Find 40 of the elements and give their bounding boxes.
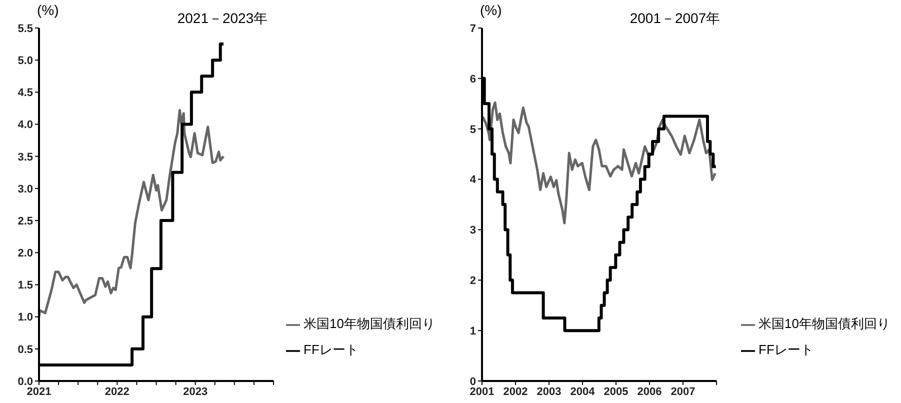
- chart-title: 2001－2007年: [630, 10, 720, 26]
- y-tick-label: 3.0: [18, 183, 33, 196]
- x-tick-label: 2023: [183, 386, 208, 398]
- y-tick-label: 5.0: [18, 54, 33, 67]
- x-tick-label: 2004: [570, 386, 596, 398]
- x-tick-label: 2021: [26, 386, 52, 398]
- y-tick-label: 6: [470, 73, 476, 86]
- y-tick-label: 1.0: [18, 312, 33, 324]
- x-tick-label: 2003: [536, 386, 562, 398]
- y-tick-label: 5: [470, 124, 476, 136]
- y-tick-label: 0.0: [18, 376, 33, 388]
- legend-label: 米国10年物国債利回り: [758, 316, 890, 331]
- y-tick-label: 2.0: [18, 248, 33, 260]
- y-tick-label: 4.5: [18, 87, 33, 100]
- line-series: [39, 108, 225, 318]
- x-tick-label: 2022: [104, 386, 130, 398]
- legend-label: 米国10年物国債利回り: [304, 316, 435, 331]
- y-tick-label: 3.5: [18, 151, 33, 164]
- y-tick-label: 3: [470, 224, 476, 237]
- y-tick-label: 5.5: [18, 22, 33, 35]
- x-tick-label: 2002: [503, 386, 528, 398]
- y-tick-label: 1: [470, 325, 476, 338]
- line-series: [482, 101, 716, 224]
- y-tick-label: 4: [470, 174, 477, 186]
- x-tick-label: 2005: [604, 386, 628, 398]
- legend-label: FFレート: [304, 342, 358, 357]
- chart-title: 2021－2023年: [177, 10, 268, 26]
- y-tick-label: 2: [470, 275, 476, 288]
- y-tick-label: 0.5: [18, 344, 33, 356]
- y-tick-label: 7: [470, 22, 476, 35]
- y-tick-label: 4.0: [18, 119, 33, 132]
- x-tick-label: 2007: [670, 386, 696, 398]
- y-axis-title: (%): [480, 2, 502, 18]
- x-tick-label: 2006: [637, 386, 662, 398]
- x-tick-label: 2001: [470, 386, 494, 398]
- y-axis-title: (%): [37, 2, 59, 18]
- y-tick-label: 0: [470, 376, 476, 388]
- legend-label: FFレート: [758, 342, 814, 357]
- y-tick-label: 2.5: [18, 215, 33, 228]
- y-tick-label: 1.5: [18, 280, 33, 292]
